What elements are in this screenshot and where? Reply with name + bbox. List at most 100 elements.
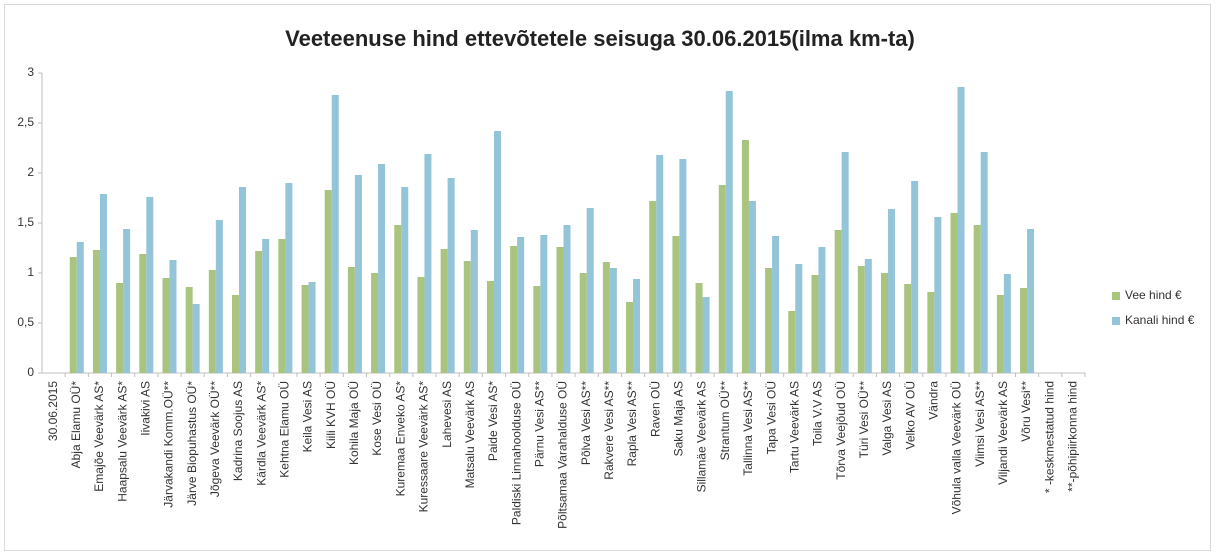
bar (347, 267, 355, 373)
x-tick-label: Põltsamaa Varahalduse OÜ (556, 381, 570, 529)
x-tick-label: Viimsi Vesi AS** (973, 381, 987, 467)
bar (278, 239, 286, 373)
bar (834, 230, 842, 373)
x-tick-label: Türi Vesi OÜ** (857, 381, 871, 459)
bar (371, 273, 379, 373)
x-tick-label: Raven OÜ (648, 381, 662, 437)
x-tick-label: Pärnu Vesi AS** (532, 381, 546, 467)
x-tick-label: Tallinna Vesi AS** (741, 381, 755, 476)
bar (354, 175, 362, 373)
x-tick-label: Tõrva Veejõud OÜ (834, 381, 848, 480)
bar (540, 235, 548, 373)
bar (679, 159, 687, 373)
bar (262, 239, 270, 373)
bar (556, 247, 564, 373)
x-tick-label: Kohila Maja OÜ (347, 381, 361, 465)
bar (401, 187, 409, 373)
x-tick-label: Kuressaare Veevärk AS* (417, 381, 431, 513)
bar (1003, 274, 1011, 373)
legend-label: Kanali hind € (1125, 313, 1195, 327)
y-tick-label: 3 (27, 65, 34, 79)
x-tick-label: Kiili KVH OÜ (324, 381, 338, 449)
x-tick-label: Rakvere Vesi AS** (602, 381, 616, 480)
bar (417, 277, 425, 373)
bar (811, 275, 819, 373)
bar (308, 282, 316, 373)
x-tick-label: Paide Vesi AS* (486, 381, 500, 461)
x-tick-label: Tapa Vesi OÜ (764, 381, 778, 454)
y-tick-label: 0 (27, 365, 34, 379)
bar (424, 154, 432, 373)
x-tick-label: Haapsalu Veevärk AS* (115, 381, 129, 502)
bar (911, 181, 919, 373)
x-tick-label: Velko AV OÜ (903, 381, 917, 449)
x-tick-label: Rapla Vesi AS** (625, 381, 639, 467)
bar (656, 155, 664, 373)
bar (285, 183, 293, 373)
bar (255, 251, 263, 373)
bar (950, 213, 958, 373)
bar (301, 285, 309, 373)
bar (215, 220, 223, 373)
bar (162, 278, 170, 373)
x-tick-label: * -keskmestatud hind (1042, 381, 1056, 493)
bar (996, 295, 1004, 373)
bar (818, 247, 826, 373)
bar (633, 279, 641, 373)
bar (463, 261, 471, 373)
bar (904, 284, 912, 373)
chart-title: Veeteenuse hind ettevõtetele seisuga 30.… (285, 26, 915, 51)
bar (69, 257, 77, 373)
bar (92, 250, 100, 373)
y-tick-label: 0,5 (17, 315, 34, 329)
bar (957, 87, 965, 373)
x-tick-label: Abja Elamu OÜ* (69, 381, 83, 469)
x-tick-label: Võhula valla Veevärk OÜ (950, 381, 964, 514)
bar (609, 268, 617, 373)
bar (510, 246, 518, 373)
bar (927, 292, 935, 373)
x-tick-label: Kadrina Soojus AS (231, 381, 245, 481)
x-tick-label: Võru Vesi** (1019, 381, 1033, 442)
x-tick-label: Strantum OÜ** (718, 381, 732, 461)
x-tick-label: Emajõe Veevärk AS* (92, 381, 106, 492)
bar (579, 273, 587, 373)
x-tick-label: 30.06.2015 (46, 381, 60, 441)
x-tick-label: **-põhipiirkonna hind (1066, 381, 1080, 492)
bar (146, 197, 154, 373)
bar (718, 185, 726, 373)
bar (725, 91, 733, 373)
bar (841, 152, 849, 373)
bar (239, 187, 247, 373)
bar (586, 208, 594, 373)
bar (378, 164, 386, 373)
bar (517, 237, 525, 373)
bar (169, 260, 177, 373)
x-tick-label: Saku Maja AS (672, 381, 686, 456)
x-tick-label: Toila V.V AS (811, 381, 825, 446)
bar (486, 281, 494, 373)
bar (440, 249, 448, 373)
bar (1020, 288, 1028, 373)
bar (973, 225, 981, 373)
bar (649, 201, 657, 373)
x-tick-label: Valga Vesi AS (880, 381, 894, 456)
bar (324, 190, 332, 373)
bar (470, 230, 478, 373)
bar (232, 295, 240, 373)
bar (331, 95, 339, 373)
bar (563, 225, 571, 373)
bar (76, 242, 84, 373)
x-tick-label: Kose Vesi OÜ (370, 381, 384, 456)
x-tick-label: Matsalu Veevärk AS (463, 381, 477, 488)
bar (123, 229, 131, 373)
bar (1027, 229, 1035, 373)
bar (493, 131, 501, 373)
bar (185, 287, 193, 373)
bar (626, 302, 634, 373)
x-tick-label: Kuremaa Enveko AS* (393, 381, 407, 497)
bar (702, 297, 710, 373)
bar (139, 254, 147, 373)
x-tick-label: Jõgeva Veevärk OÜ** (208, 381, 222, 497)
bar (795, 264, 803, 373)
